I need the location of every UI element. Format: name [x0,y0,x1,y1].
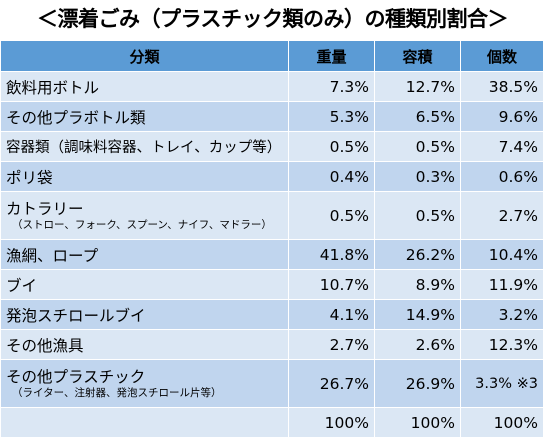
row-subtext: （ライター、注射器、発泡スチロール片等） [12,386,222,399]
row-count: 11.9% [460,269,544,300]
table-row: 漁網、ロープ 41.8% 26.2% 10.4% [0,239,544,270]
table-row: 飲料用ボトル 7.3% 12.7% 38.5% [0,71,544,102]
table-row: その他漁具 2.7% 2.6% 12.3% [0,329,544,360]
table-row: ポリ袋 0.4% 0.3% 0.6% [0,161,544,192]
row-name: ブイ [0,269,289,300]
row-count: 10.4% [460,239,544,270]
row-weight: 2.7% [288,329,375,360]
row-count: 2.7% [460,191,544,240]
totals-row: 100% 100% 100% [0,407,544,438]
row-volume: 26.9% [374,359,461,408]
row-weight: 0.5% [288,131,375,162]
total-weight: 100% [288,407,375,438]
row-name-cell: その他プラスチック （ライター、注射器、発泡スチロール片等） [0,359,289,408]
row-name-cell: カトラリー （ストロー、フォーク、スプーン、ナイフ、マドラー） [0,191,289,240]
row-weight: 10.7% [288,269,375,300]
header-count: 個数 [460,40,544,72]
row-volume: 2.6% [374,329,461,360]
row-name: 漁網、ロープ [0,239,289,270]
row-count: 3.2% [460,299,544,330]
table-row: その他プラスチック （ライター、注射器、発泡スチロール片等） 26.7% 26.… [0,359,544,408]
row-name: その他プラスチック [6,367,146,386]
row-name: ポリ袋 [0,161,289,192]
row-name: その他プラボトル類 [0,101,289,132]
plastic-debris-table: 分類 重量 容積 個数 飲料用ボトル 7.3% 12.7% 38.5% その他プ… [0,40,544,438]
table-row: 容器類（調味料容器、トレイ、カップ等） 0.5% 0.5% 7.4% [0,131,544,162]
row-name: 容器類（調味料容器、トレイ、カップ等） [0,131,289,162]
page-title: ＜漂着ごみ（プラスチック類のみ）の種類別割合＞ [36,7,509,31]
row-count: 7.4% [460,131,544,162]
row-name: 発泡スチロールブイ [0,299,289,330]
total-count: 100% [460,407,544,438]
row-volume: 6.5% [374,101,461,132]
row-name: カトラリー [6,199,84,218]
table-header-row: 分類 重量 容積 個数 [0,40,544,72]
row-volume: 8.9% [374,269,461,300]
row-weight: 0.5% [288,191,375,240]
totals-label [0,407,289,438]
row-name: 飲料用ボトル [0,71,289,102]
row-count: 3.3% ※3 [460,359,544,408]
table-row: ブイ 10.7% 8.9% 11.9% [0,269,544,300]
row-weight: 26.7% [288,359,375,408]
header-category: 分類 [0,40,289,72]
row-count: 38.5% [460,71,544,102]
row-name: その他漁具 [0,329,289,360]
row-weight: 41.8% [288,239,375,270]
header-volume: 容積 [374,40,461,72]
row-volume: 14.9% [374,299,461,330]
row-subtext: （ストロー、フォーク、スプーン、ナイフ、マドラー） [12,218,272,231]
row-volume: 12.7% [374,71,461,102]
row-volume: 0.3% [374,161,461,192]
row-volume: 0.5% [374,131,461,162]
row-weight: 5.3% [288,101,375,132]
row-count: 9.6% [460,101,544,132]
total-volume: 100% [374,407,461,438]
row-weight: 4.1% [288,299,375,330]
table-row: 発泡スチロールブイ 4.1% 14.9% 3.2% [0,299,544,330]
table-row: その他プラボトル類 5.3% 6.5% 9.6% [0,101,544,132]
row-count: 12.3% [460,329,544,360]
row-volume: 26.2% [374,239,461,270]
table-row: カトラリー （ストロー、フォーク、スプーン、ナイフ、マドラー） 0.5% 0.5… [0,191,544,240]
row-weight: 7.3% [288,71,375,102]
row-count: 0.6% [460,161,544,192]
row-weight: 0.4% [288,161,375,192]
header-weight: 重量 [288,40,375,72]
row-volume: 0.5% [374,191,461,240]
